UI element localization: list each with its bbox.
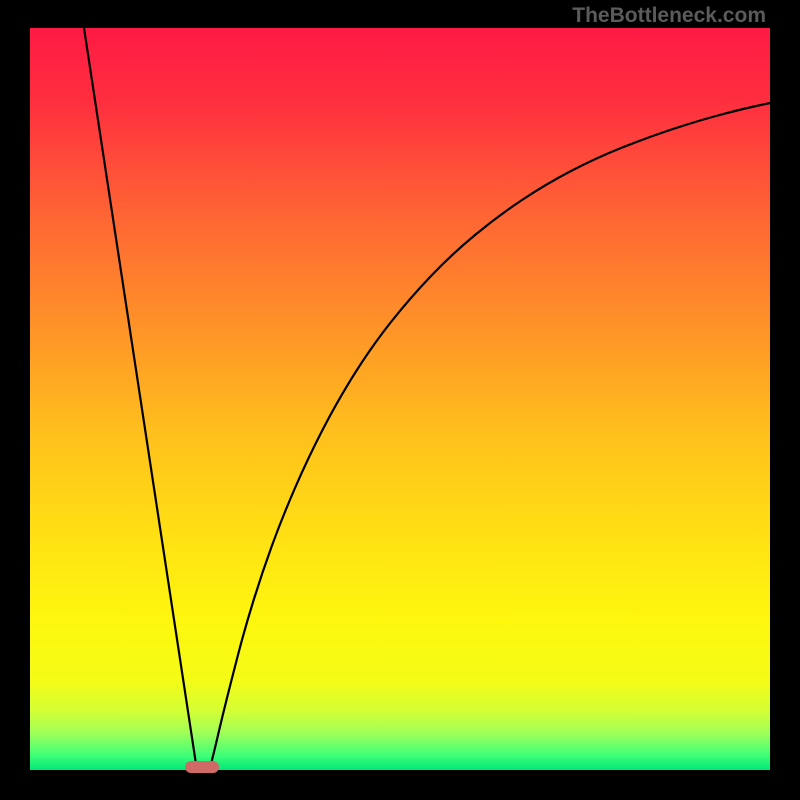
curve-right-segment — [211, 103, 770, 764]
optimal-marker — [185, 761, 219, 773]
chart-frame: TheBottleneck.com — [0, 0, 800, 800]
plot-area — [30, 28, 770, 770]
bottleneck-curve — [30, 28, 770, 770]
curve-left-segment — [84, 28, 196, 764]
watermark-text: TheBottleneck.com — [572, 4, 766, 28]
